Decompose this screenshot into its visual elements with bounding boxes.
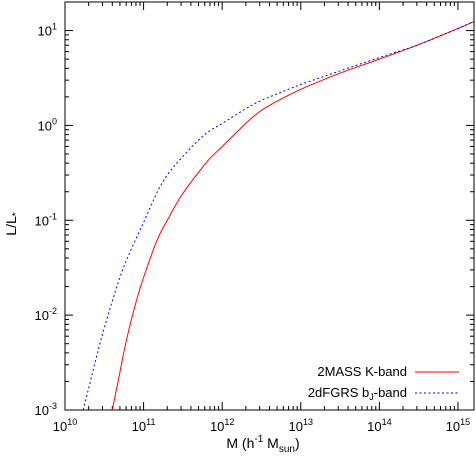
series-lines bbox=[82, 20, 475, 411]
legend-label-2mass: 2MASS K-band bbox=[317, 364, 407, 379]
y-tick-label: 10-3 bbox=[35, 401, 57, 418]
plot-frame bbox=[64, 1, 475, 411]
x-tick-label: 1013 bbox=[289, 417, 313, 434]
series-line-2mass bbox=[111, 20, 475, 411]
y-tick-label: 100 bbox=[38, 116, 57, 133]
y-axis-title: L/L* bbox=[3, 212, 22, 235]
x-tick-label: 1011 bbox=[132, 417, 156, 434]
legend-label-2dfgrs: 2dFGRS bJ-band bbox=[308, 385, 407, 402]
y-tick-label: 101 bbox=[38, 22, 57, 39]
series-line-2dfgrs bbox=[82, 20, 475, 411]
x-tick-label: 1015 bbox=[446, 417, 470, 434]
plot-area-border bbox=[64, 1, 475, 411]
legend: 2MASS K-band 2dFGRS bJ-band bbox=[308, 364, 459, 402]
y-axis-ticks: 10-3 10-2 10-1 100 101 bbox=[35, 1, 474, 418]
y-tick-label: 10-2 bbox=[35, 306, 57, 323]
y-tick-label: 10-1 bbox=[35, 211, 57, 228]
x-tick-label: 1014 bbox=[367, 417, 391, 434]
x-tick-label: 1010 bbox=[53, 417, 77, 434]
x-axis-title: M (h-1 Msun) bbox=[226, 434, 299, 455]
x-tick-label: 1012 bbox=[210, 417, 234, 434]
x-axis-ticks: 1010 1011 1012 1013 1014 1015 bbox=[53, 2, 470, 434]
